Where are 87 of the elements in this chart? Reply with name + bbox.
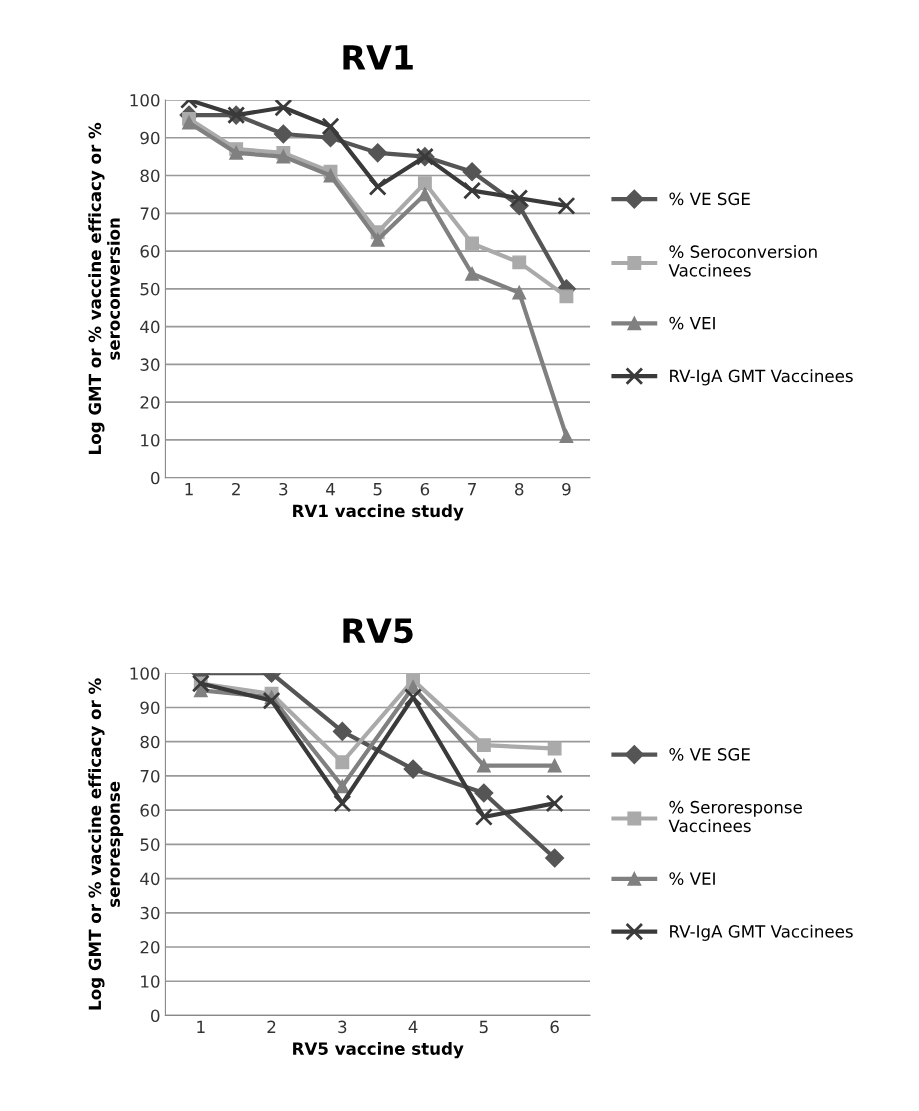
y-tick-label: 70 xyxy=(140,207,160,220)
x-tick-label: 3 xyxy=(279,482,288,496)
point xyxy=(465,266,480,281)
chart-title: RV1 xyxy=(343,45,413,70)
y-tick-label: 10 xyxy=(141,975,160,988)
x-tick-label: 6 xyxy=(420,482,430,496)
y-tick-label: 10 xyxy=(141,433,160,447)
point xyxy=(182,115,196,130)
y-tick-label: 20 xyxy=(140,396,160,409)
point xyxy=(335,779,350,794)
point xyxy=(370,232,385,247)
point xyxy=(512,255,527,270)
point xyxy=(321,117,340,136)
chart-title: RV5 xyxy=(343,618,413,644)
x-tick-label: 4 xyxy=(408,1020,418,1033)
point xyxy=(462,162,482,182)
x-tick-label: 8 xyxy=(515,482,524,496)
y-axis-title: Log GMT or % vaccine efficacy or % seroresponse xyxy=(88,678,124,1010)
y-tick-label: 40 xyxy=(140,872,160,886)
point xyxy=(465,236,480,251)
point xyxy=(545,848,565,868)
point xyxy=(512,285,527,300)
x-axis-title: RV5 vaccine study xyxy=(293,1042,464,1059)
point xyxy=(417,187,432,202)
point xyxy=(476,758,491,773)
y-tick-label: 50 xyxy=(140,838,160,851)
legend-label: % VE SGE xyxy=(669,192,750,206)
y-tick-label: 30 xyxy=(140,906,160,920)
y-tick-label: 0 xyxy=(151,471,160,485)
x-tick-label: 1 xyxy=(197,1020,205,1033)
point xyxy=(273,124,293,144)
point xyxy=(557,196,576,215)
legend-label: % VEI xyxy=(669,872,715,885)
point xyxy=(559,429,574,444)
point xyxy=(368,143,388,163)
y-tick-label: 70 xyxy=(140,769,160,783)
x-tick-label: 1 xyxy=(185,483,193,496)
y-axis-title: Log GMT or % vaccine efficacy or % seroconversion xyxy=(88,122,120,454)
legend-label: RV-IgA GMT Vaccinees xyxy=(670,369,853,386)
legend-label: % Seroresponse Vaccinees xyxy=(668,800,802,833)
y-tick-label: 0 xyxy=(151,1009,160,1023)
point xyxy=(262,691,281,710)
point xyxy=(403,759,423,779)
point xyxy=(510,189,529,208)
y-tick-label: 80 xyxy=(140,735,160,749)
x-axis-title: RV1 vaccine study xyxy=(293,504,464,521)
legend-label: RV-IgA GMT Vaccinees xyxy=(670,924,853,941)
legend-label: % Seroconversion Vaccinees xyxy=(668,245,817,277)
y-tick-label: 30 xyxy=(140,358,160,371)
x-tick-label: 5 xyxy=(479,1020,488,1034)
x-tick-label: 4 xyxy=(326,483,335,496)
point xyxy=(547,741,562,756)
y-tick-label: 90 xyxy=(140,131,160,145)
x-tick-label: 6 xyxy=(550,1020,559,1034)
point xyxy=(404,688,423,707)
legend-label: % VEI xyxy=(669,316,715,330)
point xyxy=(545,794,564,813)
point xyxy=(333,794,352,813)
y-tick-label: 100 xyxy=(130,667,160,680)
point xyxy=(547,758,562,773)
y-tick-label: 50 xyxy=(140,282,160,296)
x-tick-label: 2 xyxy=(232,482,240,496)
point xyxy=(368,177,387,196)
x-tick-label: 7 xyxy=(468,483,476,496)
x-tick-label: 5 xyxy=(373,483,382,496)
point xyxy=(417,176,432,191)
point xyxy=(476,738,491,753)
y-tick-label: 80 xyxy=(140,169,160,183)
point xyxy=(474,807,493,827)
point xyxy=(274,99,293,117)
legend-label: % VE SGE xyxy=(669,748,750,761)
point xyxy=(323,168,338,183)
point xyxy=(276,149,291,164)
y-tick-label: 40 xyxy=(140,320,160,334)
y-tick-label: 100 xyxy=(130,93,160,107)
point xyxy=(463,181,482,200)
x-tick-label: 3 xyxy=(338,1020,347,1034)
point xyxy=(559,289,574,304)
x-tick-label: 2 xyxy=(267,1020,276,1033)
x-tick-label: 9 xyxy=(562,482,571,496)
point xyxy=(335,755,350,770)
y-tick-label: 60 xyxy=(140,245,160,258)
y-tick-label: 90 xyxy=(140,701,160,715)
point xyxy=(474,783,494,803)
y-tick-label: 60 xyxy=(140,804,160,817)
point xyxy=(332,721,352,741)
y-tick-label: 20 xyxy=(140,940,160,954)
